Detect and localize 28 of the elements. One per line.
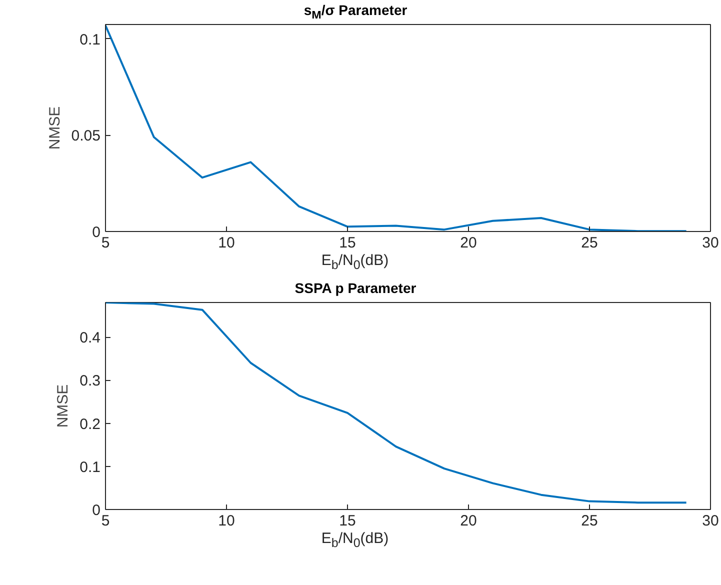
x-tick-label: 30 xyxy=(702,512,719,530)
y-tick-label: 0.1 xyxy=(80,458,101,476)
y-tick-label: 0.05 xyxy=(71,128,101,145)
y-axis-title: NMSE xyxy=(54,384,72,428)
x-tick-label: 25 xyxy=(581,234,598,252)
y-tick-label: 0.2 xyxy=(80,416,101,433)
x-tick-label: 5 xyxy=(101,512,110,530)
y-tick-label: 0 xyxy=(92,502,100,519)
y-tick-label: 0 xyxy=(92,224,100,241)
y-tick-label: 0.4 xyxy=(80,330,101,346)
line-series xyxy=(106,24,688,232)
x-axis-title: E$_{b}$/N$_{0}$(dB) xyxy=(320,529,390,552)
y-tick-label: 0.3 xyxy=(80,372,101,390)
x-tick-label: 20 xyxy=(460,234,477,252)
y-axis-title: NMSE xyxy=(46,106,64,150)
x-tick-label: 10 xyxy=(218,512,235,530)
x-tick-label: 30 xyxy=(702,234,719,252)
x-tick-label: 10 xyxy=(218,234,235,252)
x-tick-label: 25 xyxy=(581,512,598,530)
y-tick-label: 0.1 xyxy=(80,31,101,48)
x-tick-label: 5 xyxy=(101,234,110,252)
x-tick-label: 15 xyxy=(339,234,356,252)
x-tick-label: 15 xyxy=(339,512,356,530)
chart-title: s$_{M}$/σ Parameter xyxy=(302,1,408,24)
x-axis-title: E$_{b}$/N$_{0}$(dB) xyxy=(320,251,390,274)
x-tick-label: 20 xyxy=(460,512,477,530)
chart-title: SSPA p Parameter xyxy=(294,279,418,298)
line-series xyxy=(106,302,688,504)
